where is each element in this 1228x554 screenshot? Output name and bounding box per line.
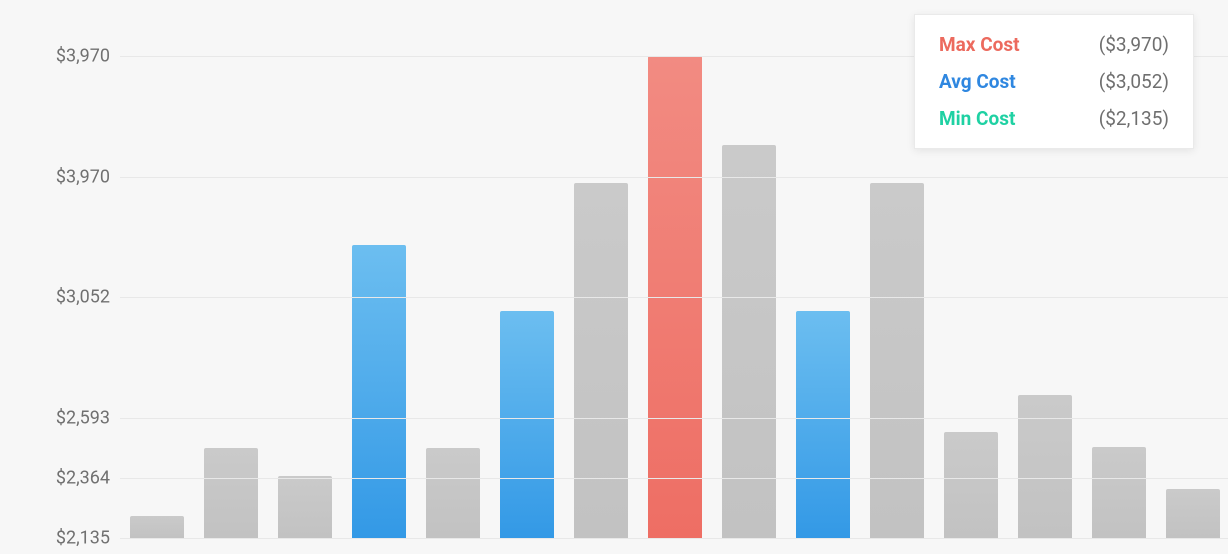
gridline xyxy=(120,538,1228,539)
y-axis-label: $2,364 xyxy=(0,467,110,488)
bar-gray xyxy=(1018,395,1072,538)
bar-gray xyxy=(1092,447,1146,538)
gridline xyxy=(120,478,1228,479)
y-axis-label: $3,052 xyxy=(0,287,110,308)
gridline xyxy=(120,297,1228,298)
legend-row: Min Cost ($2,135) xyxy=(939,107,1169,130)
legend-row: Max Cost ($3,970) xyxy=(939,33,1169,56)
legend-row: Avg Cost ($3,052) xyxy=(939,70,1169,93)
y-axis-label: $2,593 xyxy=(0,407,110,428)
bar-blue xyxy=(352,245,406,538)
gridline xyxy=(120,418,1228,419)
y-axis-label: $3,970 xyxy=(0,46,110,67)
bar-gray xyxy=(722,145,776,538)
bar-gray xyxy=(204,448,258,538)
bar-gray xyxy=(130,516,184,538)
bar-blue xyxy=(796,311,850,538)
legend-label: Min Cost xyxy=(939,107,1015,130)
legend-box: Max Cost ($3,970) Avg Cost ($3,052) Min Cost… xyxy=(914,14,1194,149)
y-axis-label: $2,135 xyxy=(0,528,110,549)
bar-gray xyxy=(426,448,480,538)
bar-blue xyxy=(500,311,554,538)
bar-gray xyxy=(870,183,924,538)
legend-label: Avg Cost xyxy=(939,70,1016,93)
legend-value: ($2,135) xyxy=(1099,107,1169,130)
legend-label: Max Cost xyxy=(939,33,1020,56)
y-axis-label: $3,970 xyxy=(0,166,110,187)
gridline xyxy=(120,177,1228,178)
bar-gray xyxy=(574,183,628,538)
bar-gray xyxy=(944,432,998,538)
bar-gray xyxy=(1166,489,1220,538)
bar-gray xyxy=(278,476,332,538)
legend-value: ($3,052) xyxy=(1099,70,1169,93)
legend-value: ($3,970) xyxy=(1099,33,1169,56)
